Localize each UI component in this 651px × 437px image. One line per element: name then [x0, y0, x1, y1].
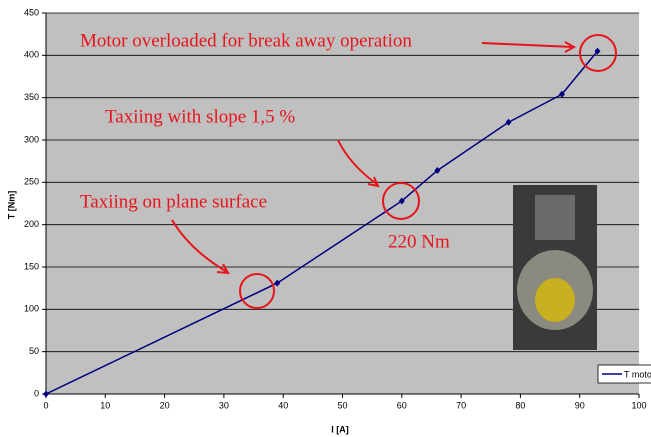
- motor-photo-detail: [535, 195, 575, 240]
- y-tick-label: 450: [24, 7, 39, 17]
- x-tick-label: 0: [43, 400, 48, 410]
- chart: Motor overloaded for break away operatio…: [0, 0, 651, 437]
- x-tick-label: 10: [100, 400, 110, 410]
- y-tick-label: 400: [24, 50, 39, 60]
- legend-label: T moto: [624, 369, 651, 379]
- y-tick-label: 150: [24, 261, 39, 271]
- y-axis-label: T [Nm]: [6, 191, 16, 220]
- x-tick-label: 30: [219, 400, 229, 410]
- x-tick-label: 20: [160, 400, 170, 410]
- y-tick-label: 200: [24, 219, 39, 229]
- x-axis-label: I [A]: [331, 424, 349, 434]
- annotation: Motor overloaded for break away operatio…: [80, 30, 412, 51]
- x-tick-label: 100: [631, 400, 646, 410]
- x-tick-label: 40: [278, 400, 288, 410]
- y-tick-label: 50: [29, 346, 39, 356]
- x-tick-label: 90: [575, 400, 585, 410]
- x-tick-label: 60: [397, 400, 407, 410]
- annotation: Taxiing with slope 1,5 %: [105, 106, 295, 127]
- x-tick-label: 50: [337, 400, 347, 410]
- x-tick-label: 70: [456, 400, 466, 410]
- y-tick-label: 100: [24, 304, 39, 314]
- x-tick-label: 80: [515, 400, 525, 410]
- y-tick-label: 250: [24, 177, 39, 187]
- y-tick-label: 0: [34, 388, 39, 398]
- annotation: Taxiing on plane surface: [80, 191, 267, 212]
- motor-photo-detail: [535, 278, 575, 322]
- y-tick-label: 300: [24, 134, 39, 144]
- y-tick-label: 350: [24, 92, 39, 102]
- annotation: 220 Nm: [388, 231, 450, 252]
